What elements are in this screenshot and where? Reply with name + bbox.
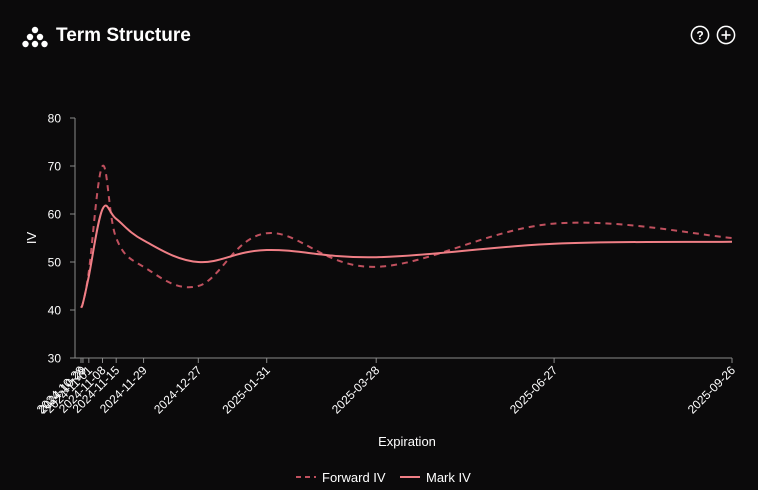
y-tick-label: 30 (48, 352, 62, 366)
series-line-forward-iv (80, 164, 733, 309)
legend-swatch-mark-iv (400, 476, 420, 478)
x-tick-label: 2025-06-27 (507, 363, 561, 417)
y-tick-label: 70 (48, 160, 62, 174)
x-axis: 2024-10-282024-10-292024-11-012024-11-08… (34, 357, 739, 417)
term-structure-chart: 30 40 50 60 70 80 2024-10-282024-10-292024-11… (24, 112, 739, 450)
legend-item-mark-iv[interactable]: Mark IV (400, 468, 471, 486)
legend-item-forward-iv[interactable]: Forward IV (296, 468, 386, 486)
series-layer (80, 164, 733, 309)
y-tick-label: 40 (48, 304, 62, 318)
y-axis-label: IV (24, 232, 39, 245)
x-tick-label: 2025-09-26 (685, 363, 739, 417)
dots-pyramid-logo-icon (22, 26, 48, 48)
x-tick-label: 2025-01-31 (220, 363, 274, 417)
x-axis-label: Expiration (378, 434, 436, 449)
svg-text:?: ? (696, 29, 703, 43)
y-axis: 30 40 50 60 70 80 (48, 112, 76, 366)
chart-title: Term Structure (56, 25, 191, 46)
chart-header: Term Structure ? (0, 0, 758, 72)
legend-label-forward-iv: Forward IV (322, 469, 386, 485)
y-tick-label: 50 (48, 256, 62, 270)
legend-label-mark-iv: Mark IV (426, 469, 471, 485)
question-circle-icon[interactable]: ? (690, 25, 710, 45)
series-line-mark-iv (80, 204, 733, 309)
y-tick-label: 60 (48, 208, 62, 222)
legend-swatch-forward-iv (296, 476, 316, 478)
legend: Forward IV Mark IV (0, 468, 758, 488)
plus-circle-icon[interactable] (716, 25, 736, 45)
y-tick-label: 80 (48, 112, 62, 126)
x-tick-label: 2025-03-28 (329, 363, 383, 417)
x-tick-label: 2024-12-27 (151, 363, 205, 417)
